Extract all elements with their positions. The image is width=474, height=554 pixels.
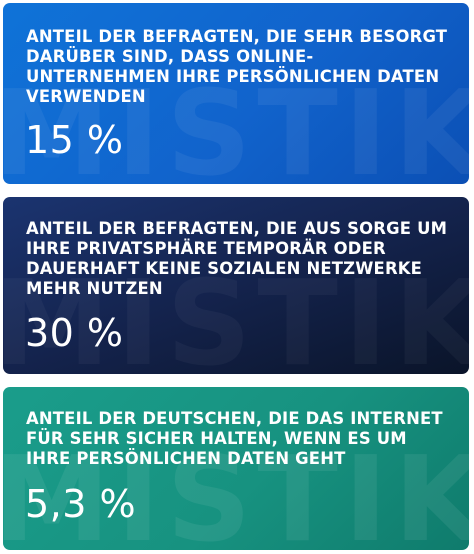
stat-card-concerned-data-use: MISTIK ANTEIL DER BEFRAGTEN, DIE SEHR BE… <box>3 3 469 184</box>
stat-label: ANTEIL DER DEUTSCHEN, DIE DAS INTERNET F… <box>26 409 443 468</box>
stat-label: ANTEIL DER BEFRAGTEN, DIE AUS SORGE UM I… <box>26 219 448 298</box>
stat-label: ANTEIL DER BEFRAGTEN, DIE SEHR BESORGT D… <box>26 27 448 106</box>
stat-value: 30 % <box>25 311 124 355</box>
stat-value: 15 % <box>25 118 124 162</box>
stat-value: 5,3 % <box>25 482 137 526</box>
stat-card-quit-social-networks: MISTIK ANTEIL DER BEFRAGTEN, DIE AUS SOR… <box>3 197 469 374</box>
stat-card-internet-very-safe: MISTIK ANTEIL DER DEUTSCHEN, DIE DAS INT… <box>3 387 469 550</box>
